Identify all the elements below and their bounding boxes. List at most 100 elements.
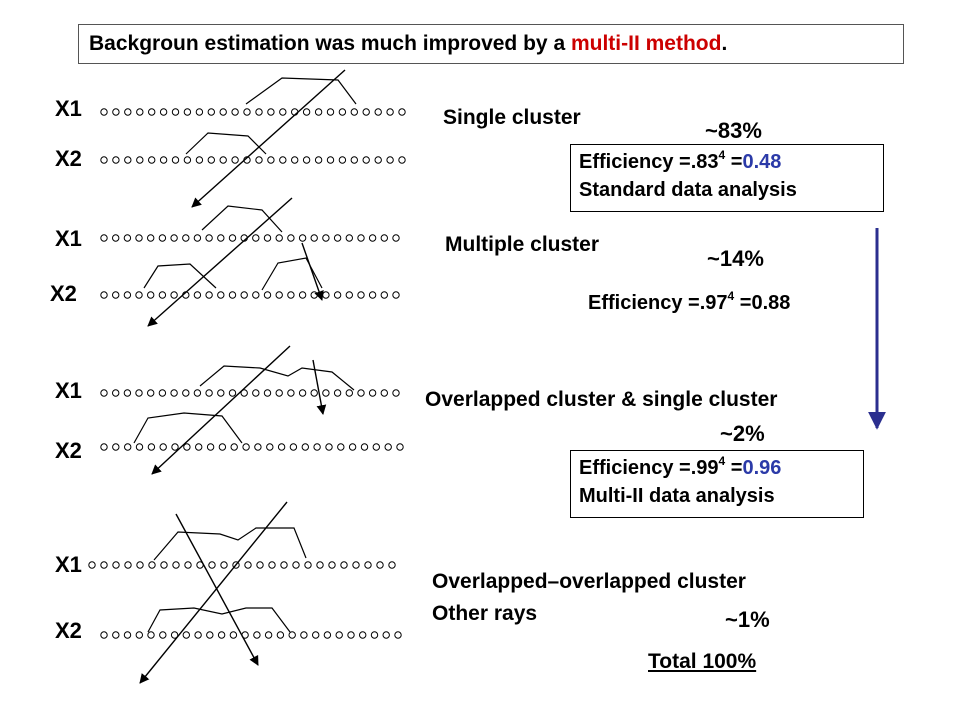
layer-label-x2: X2	[55, 438, 82, 463]
category-multiple-cluster: Multiple cluster	[445, 233, 600, 256]
strip-hit	[280, 561, 288, 569]
hit-cluster-curves	[133, 77, 357, 633]
strip-hit	[135, 631, 144, 639]
strip-hit	[333, 389, 342, 397]
strip-hit	[314, 156, 323, 164]
strip-hit	[386, 156, 394, 164]
strip-hit	[171, 108, 180, 116]
strip-hit	[100, 156, 108, 164]
strip-hit	[100, 389, 108, 397]
strip-hit	[359, 631, 367, 639]
strip-hit	[388, 561, 396, 569]
layer-label-x2: X2	[55, 146, 82, 171]
cluster-curve	[199, 365, 355, 391]
strip-hit	[228, 291, 237, 299]
strip-hit	[357, 389, 365, 397]
efficiency-formula: Efficiency =.97	[588, 292, 728, 314]
strip-hit	[289, 443, 298, 451]
strip-dot-rows	[88, 108, 406, 639]
strip-hit	[220, 561, 228, 569]
category-single-cluster: Single cluster	[443, 106, 581, 129]
strip-hit	[252, 234, 260, 242]
strip-hit	[123, 291, 132, 299]
strip-hit	[350, 156, 358, 164]
strip-hit	[304, 561, 312, 569]
strip-hit	[100, 443, 108, 451]
strip-hit	[182, 234, 190, 242]
strip-hit	[193, 291, 202, 299]
strip-hit	[384, 443, 392, 451]
efficiency-formula: Efficiency =.99	[579, 457, 719, 479]
strip-hit	[314, 108, 323, 116]
layer-label-x2: X2	[50, 281, 77, 306]
strip-hit	[242, 443, 250, 451]
cluster-curve	[143, 263, 217, 289]
strip-hit	[124, 108, 132, 116]
title-suffix: .	[721, 32, 728, 55]
strip-hit	[205, 291, 213, 299]
strip-hit	[124, 561, 132, 569]
strip-hit	[323, 631, 332, 639]
strip-hit	[338, 156, 347, 164]
strip-hit	[182, 631, 191, 639]
strip-hit	[160, 561, 168, 569]
strip-hit	[298, 291, 307, 299]
strip-hit	[240, 389, 248, 397]
strip-hit	[148, 156, 156, 164]
track-arrow	[175, 513, 259, 666]
strip-hit	[348, 443, 357, 451]
cluster-curve	[153, 527, 307, 561]
strip-hit	[100, 108, 108, 116]
strip-hit	[231, 156, 239, 164]
strip-hit	[357, 234, 365, 242]
percent-overlapped-overlapped: ~1%	[725, 607, 770, 632]
strip-hit	[368, 291, 377, 299]
strip-hit	[264, 631, 273, 639]
track-arrow	[139, 501, 288, 684]
strip-hit	[100, 561, 108, 569]
strip-hit	[392, 291, 400, 299]
strip-hit	[312, 631, 320, 639]
exponent: 4	[727, 289, 735, 303]
strip-hit	[112, 108, 120, 116]
strip-hit	[364, 561, 372, 569]
strip-hit	[345, 389, 353, 397]
strip-hit	[170, 234, 178, 242]
strip-hit	[372, 443, 380, 451]
strip-hit	[268, 561, 276, 569]
efficiency-value: 0.96	[742, 457, 782, 479]
strip-hit	[298, 234, 307, 242]
strip-hit	[263, 234, 272, 242]
strip-hit	[243, 108, 251, 116]
strip-hit	[205, 234, 213, 242]
percent-overlapped-single: ~2%	[720, 421, 765, 446]
particle-tracks	[139, 69, 346, 684]
strip-hit	[267, 156, 275, 164]
standard-analysis-label: Standard data analysis	[579, 179, 797, 201]
strip-hit	[392, 389, 400, 397]
strip-hit	[338, 108, 347, 116]
strip-hit	[292, 561, 300, 569]
strip-hit	[217, 234, 225, 242]
strip-hit	[207, 108, 216, 116]
strip-hit	[159, 443, 167, 451]
strip-hit	[147, 291, 155, 299]
strip-hit	[112, 561, 120, 569]
strip-hit	[148, 561, 156, 569]
strip-hit	[310, 234, 318, 242]
strip-hit	[263, 389, 272, 397]
strip-hit	[195, 443, 203, 451]
strip-hit	[135, 389, 143, 397]
strip-hit	[206, 631, 214, 639]
efficiency-formula: Efficiency =.83	[579, 151, 719, 173]
strip-hit	[275, 234, 283, 242]
strip-hit	[345, 234, 353, 242]
strip-hit	[112, 631, 120, 639]
strip-hit	[135, 234, 143, 242]
strip-hit	[171, 156, 180, 164]
strip-hit	[380, 234, 388, 242]
strip-hit	[347, 631, 355, 639]
strip-hit	[124, 156, 132, 164]
strip-hit	[380, 389, 388, 397]
track-arrow	[151, 345, 291, 475]
